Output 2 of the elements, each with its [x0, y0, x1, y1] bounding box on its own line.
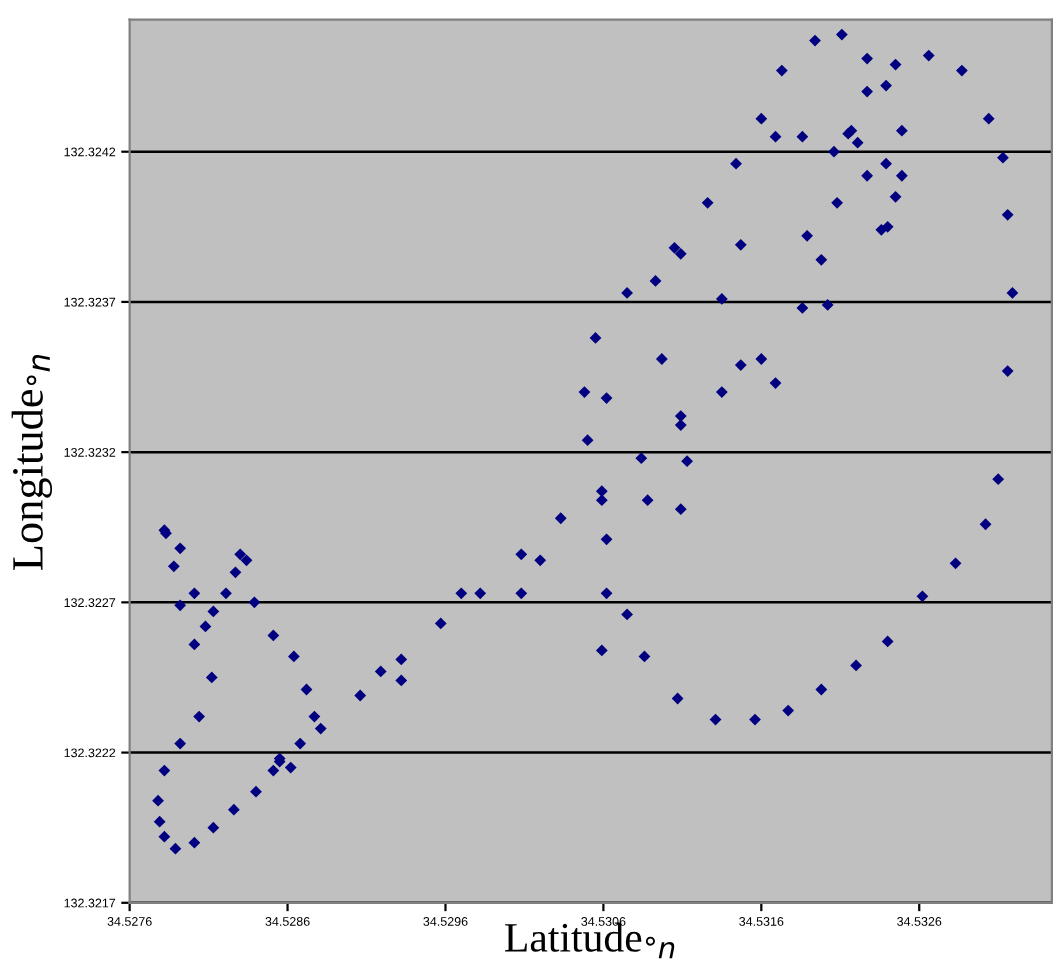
- y-axis-title: Longitude$_{°n}$: [11, 354, 53, 570]
- x-axis-title: Latitude$_{°n}$: [505, 922, 675, 959]
